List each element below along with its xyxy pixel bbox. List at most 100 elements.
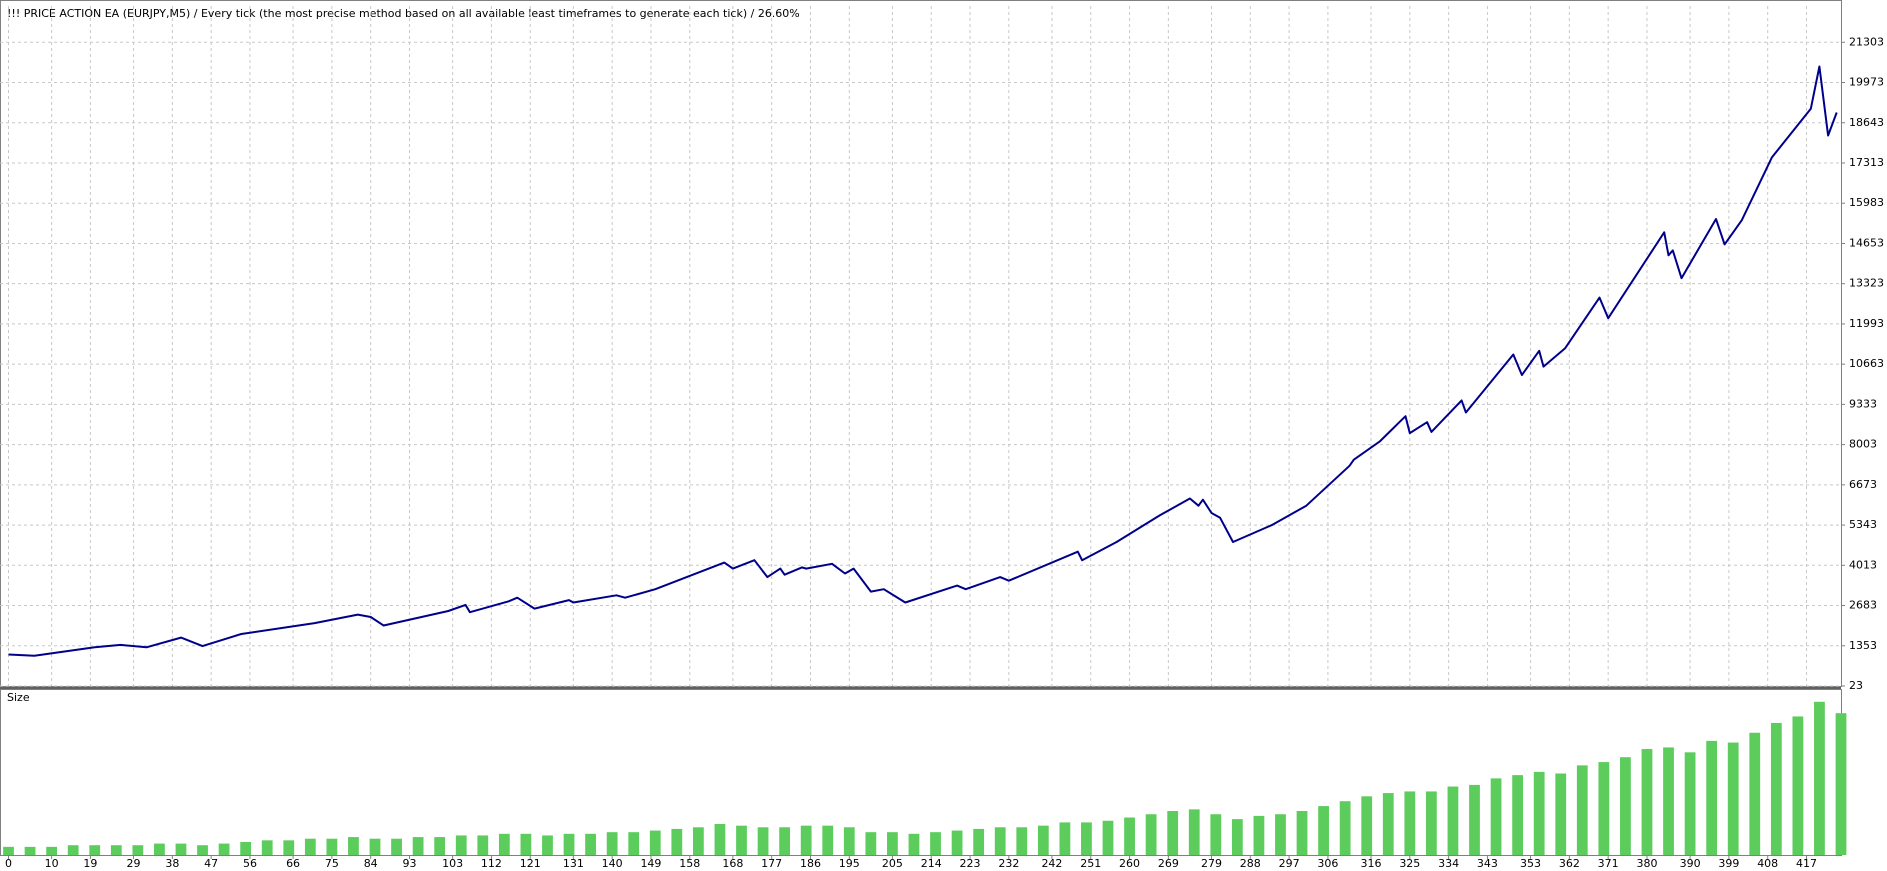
size-bar [89, 845, 101, 855]
size-bar [1404, 791, 1416, 855]
size-bar [477, 835, 489, 855]
x-tick-label: 371 [1598, 857, 1619, 870]
x-tick-label: 316 [1361, 857, 1382, 870]
size-bar [1555, 773, 1567, 855]
size-bar [542, 835, 553, 855]
size-bar [1425, 791, 1437, 855]
x-tick-label: 177 [761, 857, 782, 870]
size-bar [563, 833, 575, 855]
size-bar [671, 828, 683, 855]
size-bar [1641, 749, 1653, 855]
y-tick-label: 1353 [1849, 639, 1877, 652]
size-bar [348, 837, 359, 855]
x-tick-label: 353 [1520, 857, 1541, 870]
x-tick-label: 84 [364, 857, 378, 870]
x-tick-label: 279 [1201, 857, 1222, 870]
size-bar [1770, 722, 1782, 855]
x-tick-label: 186 [800, 857, 821, 870]
size-bar [585, 833, 596, 855]
size-bar [304, 838, 316, 855]
x-tick-label: 29 [127, 857, 141, 870]
y-tick-label: 8003 [1849, 438, 1877, 451]
size-bar [520, 833, 532, 855]
x-tick-label: 140 [602, 857, 623, 870]
y-tick-label: 4013 [1849, 558, 1877, 571]
size-bar [994, 827, 1006, 855]
x-tick-label: 288 [1240, 857, 1261, 870]
size-bar [908, 833, 920, 855]
size-bar [67, 845, 79, 855]
size-bar [1620, 757, 1631, 855]
x-tick-label: 131 [563, 857, 584, 870]
y-tick-label: 5343 [1849, 518, 1877, 531]
x-tick-label: 334 [1438, 857, 1459, 870]
size-bar [1749, 732, 1761, 855]
x-tick-label: 390 [1680, 857, 1701, 870]
size-bar [1727, 742, 1739, 855]
size-bar [24, 846, 36, 855]
y-tick-label: 17313 [1849, 156, 1884, 169]
x-tick-label: 297 [1279, 857, 1300, 870]
y-tick-label: 6673 [1849, 478, 1877, 491]
size-bar [1188, 809, 1200, 855]
x-tick-label: 214 [921, 857, 942, 870]
size-bar [455, 835, 467, 855]
size-bar [1145, 814, 1157, 855]
x-tick-label: 0 [5, 857, 12, 870]
x-tick-label: 10 [45, 857, 59, 870]
size-bar [1512, 775, 1524, 855]
size-bar [498, 833, 510, 855]
size-bar [326, 838, 338, 855]
size-bar [1684, 752, 1696, 855]
size-bar [1469, 784, 1480, 855]
x-tick-label: 103 [442, 857, 463, 870]
size-bar [1296, 810, 1308, 855]
x-tick-label: 93 [402, 857, 416, 870]
x-tick-label: 343 [1477, 857, 1498, 870]
size-bar [606, 832, 618, 855]
size-bar [1102, 820, 1114, 855]
y-tick-label: 21303 [1849, 35, 1884, 48]
size-bar [1598, 762, 1610, 855]
chart-title: !!! PRICE ACTION EA (EURJPY,M5) / Every … [7, 7, 800, 20]
size-bar [887, 832, 898, 855]
y-tick-label: 9333 [1849, 397, 1877, 410]
size-bar [1275, 814, 1286, 855]
size-bar [1576, 765, 1588, 855]
size-bar [110, 845, 122, 855]
y-tick-label: 18643 [1849, 116, 1884, 129]
size-bar [1792, 716, 1804, 855]
size-bar [218, 843, 230, 855]
size-bar [261, 840, 273, 855]
size-bar [412, 837, 424, 855]
x-tick-label: 75 [325, 857, 339, 870]
size-bar [1663, 747, 1674, 855]
x-tick-label: 362 [1559, 857, 1580, 870]
y-tick-label: 14653 [1849, 236, 1884, 249]
size-bar [865, 832, 877, 855]
size-bar [1361, 796, 1373, 855]
x-tick-label: 260 [1119, 857, 1140, 870]
size-bar [1318, 806, 1329, 855]
balance-line [8, 65, 1838, 657]
x-tick-label: 47 [204, 857, 218, 870]
size-bar [1167, 810, 1179, 855]
size-bar [1081, 822, 1092, 855]
x-tick-label: 232 [998, 857, 1019, 870]
x-tick-label: 251 [1080, 857, 1101, 870]
panel-title: Size [7, 691, 30, 704]
size-bar [1231, 819, 1243, 855]
size-bar [434, 837, 446, 855]
size-bar [628, 832, 640, 855]
size-bar [1706, 740, 1718, 855]
x-tick-label: 242 [1041, 857, 1062, 870]
size-bar [1533, 771, 1545, 855]
x-tick-label: 19 [83, 857, 97, 870]
size-bar [369, 838, 381, 855]
x-tick-label: 38 [165, 857, 179, 870]
size-bar [240, 841, 252, 855]
size-bar [1210, 814, 1222, 855]
size-bar [649, 830, 661, 855]
